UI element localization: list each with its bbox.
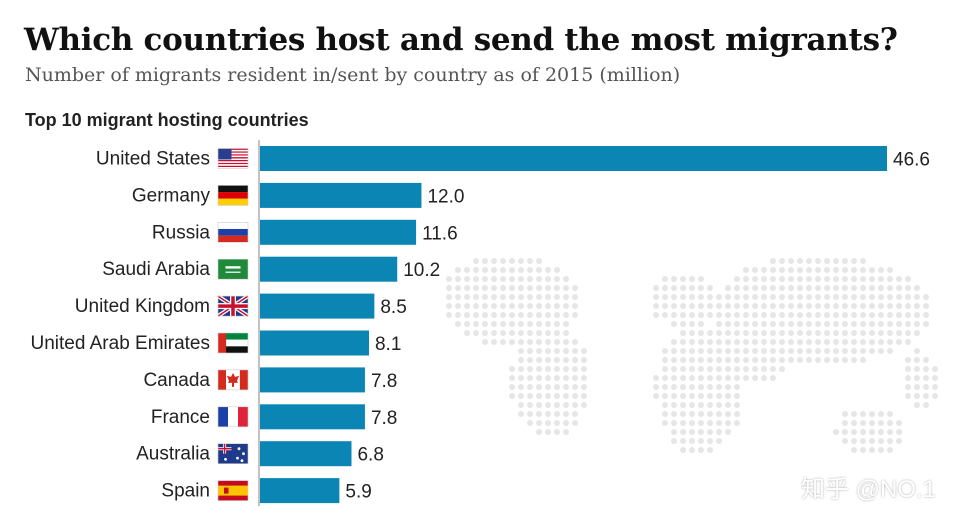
bar-row: United States 46.6 [96,146,930,171]
bar-row: Canada 7.8 [143,367,397,393]
bar-row: Germany 12.0 [132,182,464,208]
section-title: Top 10 migrant hosting countries [25,110,309,130]
russia-flag-icon [217,222,249,243]
bar [260,330,369,356]
value-label: 7.8 [371,371,397,392]
bar [260,293,375,319]
value-label: 46.6 [893,150,930,171]
bar [260,219,417,245]
value-label: 6.8 [357,445,383,466]
bar [260,146,887,171]
value-label: 11.6 [422,223,458,244]
bar [260,182,422,208]
bar [260,441,352,467]
category-label: Russia [152,222,211,243]
category-label: United Kingdom [75,296,210,317]
value-label: 7.8 [371,408,397,429]
value-label: 5.9 [345,482,371,503]
bar [260,478,340,504]
bar-row: United Kingdom 8.5 [75,293,407,319]
value-label: 8.1 [375,334,401,355]
world-map-background [446,258,938,453]
category-label: Saudi Arabia [102,259,210,280]
bar-row: Australia 6.8 [136,441,384,467]
value-label: 8.5 [380,297,406,318]
bar-row: Saudi Arabia 10.2 [102,256,440,282]
bar-row: Russia 11.6 [152,219,458,245]
bar [260,256,398,282]
saudi-arabia-flag-icon [217,258,249,280]
bar-row: France 7.8 [151,404,397,430]
category-label: Australia [136,444,210,465]
value-label: 12.0 [427,186,464,207]
germany-flag-icon [217,185,249,206]
bar [260,404,365,430]
category-label: Canada [143,370,210,391]
us-flag-icon [217,148,249,169]
value-label: 10.2 [403,260,440,281]
category-label: United Arab Emirates [30,333,210,354]
category-label: Germany [132,185,211,206]
chart-subtitle: Number of migrants resident in/sent by c… [25,64,681,86]
australia-flag-icon [217,443,249,465]
spain-flag-icon [217,480,249,501]
uae-flag-icon [217,332,249,354]
chart-title: Which countries host and send the most m… [24,22,898,58]
france-flag-icon [217,406,249,428]
category-label: Spain [161,481,210,502]
bar [260,367,365,393]
category-label: United States [96,149,210,170]
bar-row: Spain 5.9 [161,478,372,504]
bar-row: United Arab Emirates 8.1 [30,330,401,356]
uk-flag-icon [216,294,250,318]
watermark: 知乎 @NO.1 [800,476,936,503]
category-label: France [151,407,210,428]
canada-flag-icon [217,369,249,391]
